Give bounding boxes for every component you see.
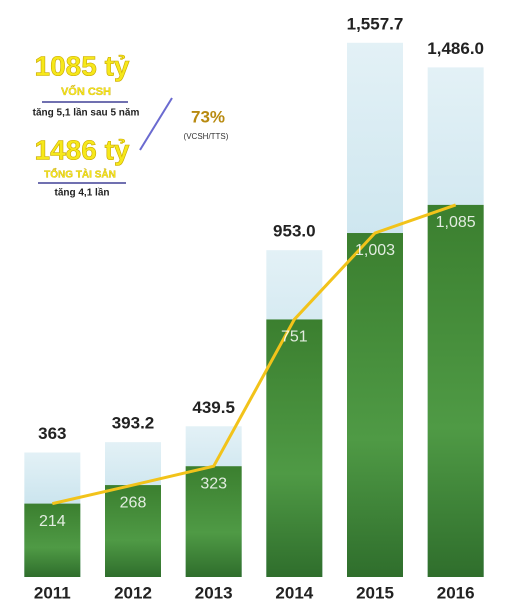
x-tick-label: 2011 (34, 583, 71, 602)
x-tick-label: 2013 (195, 583, 233, 602)
x-tick-label: 2015 (356, 583, 394, 602)
annotation: 1085 tỷ (35, 50, 130, 81)
value-label: 214 (39, 513, 66, 530)
annotation: 73% (191, 107, 225, 126)
x-tick-label: 2012 (114, 583, 152, 602)
value-label: 1,486.0 (427, 39, 484, 58)
annotation: TỔNG TÀI SẢN (44, 168, 116, 181)
value-label: 751 (281, 329, 308, 346)
annotation: tăng 4,1 lần (54, 187, 109, 199)
value-label: 363 (38, 424, 66, 443)
bar (24, 503, 81, 577)
annotation: VỐN CSH (61, 84, 111, 98)
bar (266, 319, 323, 577)
annotation: 1486 tỷ (35, 134, 130, 165)
value-label: 1,085 (436, 214, 476, 231)
annotation: tăng 5,1 lần sau 5 năm (33, 107, 140, 119)
value-label: 393.2 (112, 414, 155, 433)
annotation: (VCSH/TTS) (184, 132, 229, 141)
value-label: 1,557.7 (347, 14, 404, 33)
value-label: 1,003 (355, 242, 395, 259)
line (51, 203, 457, 506)
bar (347, 233, 403, 577)
x-tick-label: 2014 (275, 583, 313, 602)
value-label: 323 (200, 475, 227, 492)
value-label: 439.5 (192, 398, 235, 417)
bar (185, 466, 242, 577)
bar (427, 204, 484, 577)
value-label: 268 (120, 494, 147, 511)
x-tick-label: 2016 (437, 583, 475, 602)
bar (105, 485, 161, 577)
value-label: 953.0 (273, 222, 316, 241)
connector (139, 97, 173, 151)
